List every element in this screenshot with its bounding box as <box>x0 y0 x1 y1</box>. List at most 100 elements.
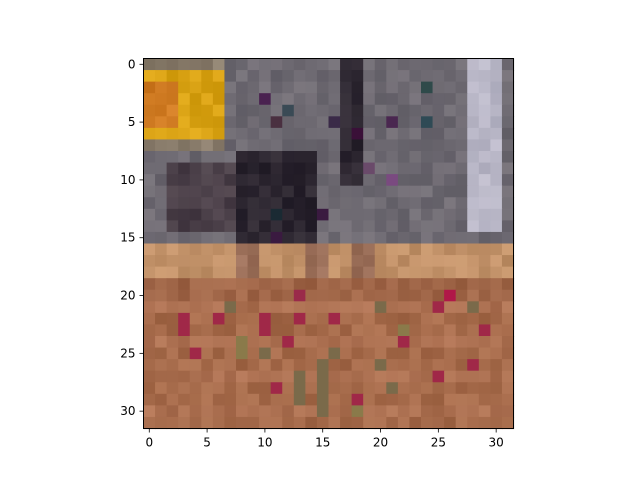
heatmap-cell <box>351 266 364 279</box>
heatmap-cell <box>409 208 422 221</box>
heatmap-cell <box>363 116 376 129</box>
heatmap-cell <box>305 231 318 245</box>
heatmap-cell <box>224 93 237 106</box>
heatmap-cell <box>189 301 202 314</box>
heatmap-cell <box>178 324 191 337</box>
heatmap-cell <box>386 312 399 326</box>
heatmap-cell <box>316 336 330 349</box>
heatmap-cell <box>236 81 249 94</box>
heatmap-cell <box>224 116 237 129</box>
heatmap-cell <box>143 289 156 302</box>
heatmap-cell <box>328 127 341 141</box>
heatmap-cell <box>374 58 387 71</box>
heatmap-cell <box>478 104 491 117</box>
heatmap-cell <box>178 116 191 129</box>
heatmap-cell <box>397 197 411 210</box>
heatmap-cell <box>478 416 491 430</box>
heatmap-cell <box>432 370 445 383</box>
heatmap-cell <box>328 208 341 221</box>
heatmap-cell <box>397 266 411 279</box>
heatmap-cell <box>143 336 156 349</box>
heatmap-cell <box>444 382 457 395</box>
heatmap-cell <box>490 231 503 245</box>
heatmap-cell <box>374 220 387 233</box>
heatmap-cell <box>455 93 468 106</box>
heatmap-cell <box>409 162 422 175</box>
heatmap-cell <box>143 174 156 187</box>
heatmap-cell <box>282 139 295 152</box>
heatmap-cell <box>270 127 283 141</box>
heatmap-cell <box>212 174 226 187</box>
heatmap-cell <box>224 185 237 198</box>
heatmap-cell <box>189 243 202 256</box>
heatmap-cell <box>421 278 434 291</box>
heatmap-cell <box>236 278 249 291</box>
heatmap-cell <box>224 197 237 210</box>
heatmap-cell <box>270 359 283 372</box>
heatmap-cell <box>501 208 515 221</box>
heatmap-cell <box>155 382 168 395</box>
heatmap-cell <box>340 185 353 198</box>
heatmap-cell <box>397 93 411 106</box>
heatmap-cell <box>351 93 364 106</box>
heatmap-cell <box>467 312 480 326</box>
heatmap-cell <box>409 185 422 198</box>
heatmap-cell <box>259 347 272 360</box>
heatmap-cell <box>421 127 434 141</box>
heatmap-cell <box>409 151 422 164</box>
heatmap-cell <box>501 289 515 302</box>
heatmap-cell <box>282 127 295 141</box>
heatmap-cell <box>282 151 295 164</box>
heatmap-cell <box>397 151 411 164</box>
heatmap-cell <box>178 382 191 395</box>
heatmap-cell <box>490 139 503 152</box>
heatmap-cell <box>166 81 179 94</box>
heatmap-cell <box>409 58 422 71</box>
heatmap-cells <box>143 58 515 430</box>
heatmap-cell <box>409 116 422 129</box>
heatmap-cell <box>270 208 283 221</box>
heatmap-cell <box>316 405 330 418</box>
heatmap-cell <box>247 185 260 198</box>
heatmap-cell <box>455 359 468 372</box>
heatmap-cell <box>478 197 491 210</box>
heatmap-cell <box>212 336 226 349</box>
heatmap-cell <box>305 104 318 117</box>
heatmap-cell <box>282 208 295 221</box>
heatmap-cell <box>501 382 515 395</box>
heatmap-cell <box>259 70 272 83</box>
heatmap-cell <box>478 278 491 291</box>
heatmap-cell <box>259 81 272 94</box>
heatmap-cell <box>293 266 306 279</box>
heatmap-cell <box>282 197 295 210</box>
heatmap-cell <box>247 93 260 106</box>
heatmap-cell <box>421 162 434 175</box>
heatmap-cell <box>467 93 480 106</box>
heatmap-cell <box>178 289 191 302</box>
heatmap-cell <box>455 255 468 268</box>
heatmap-cell <box>166 255 179 268</box>
heatmap-cell <box>328 405 341 418</box>
heatmap-cell <box>478 312 491 326</box>
heatmap-cell <box>259 359 272 372</box>
heatmap-cell <box>363 208 376 221</box>
x-tick-label: 5 <box>203 436 211 450</box>
heatmap-cell <box>467 370 480 383</box>
heatmap-cell <box>444 220 457 233</box>
heatmap-cell <box>455 185 468 198</box>
heatmap-cell <box>247 382 260 395</box>
heatmap-cell <box>247 347 260 360</box>
heatmap-cell <box>270 139 283 152</box>
heatmap-cell <box>374 70 387 83</box>
heatmap-cell <box>178 243 191 256</box>
heatmap-cell <box>201 393 214 406</box>
heatmap-cell <box>282 336 295 349</box>
heatmap-cell <box>328 324 341 337</box>
heatmap-cell <box>467 359 480 372</box>
heatmap-cell <box>270 405 283 418</box>
heatmap-cell <box>316 359 330 372</box>
heatmap-cell <box>259 174 272 187</box>
heatmap-cell <box>455 243 468 256</box>
heatmap-cell <box>397 405 411 418</box>
heatmap-cell <box>340 278 353 291</box>
